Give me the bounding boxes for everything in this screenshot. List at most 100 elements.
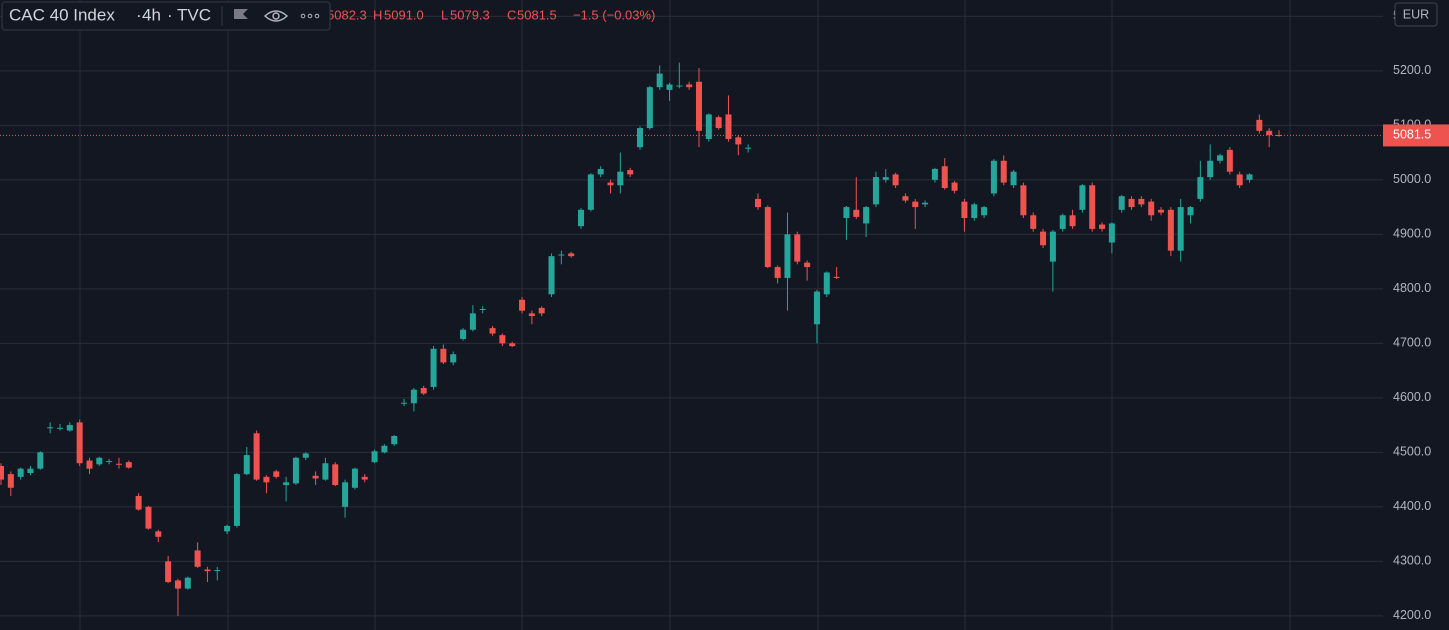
candle-body [528, 313, 535, 317]
dot-icon [300, 13, 306, 19]
candle-body [587, 174, 594, 210]
currency-box[interactable]: EUR [1394, 2, 1438, 27]
candle-body [47, 427, 54, 429]
legend-value: 5079.3 [450, 7, 490, 22]
candle-body [676, 85, 683, 87]
candle-body [981, 207, 988, 216]
candle-body [804, 262, 811, 268]
candle-body [695, 81, 702, 131]
candle-body [686, 84, 693, 88]
candle-body [263, 476, 270, 483]
candle-body [145, 506, 152, 529]
candle-body [764, 207, 771, 268]
candle-body [1226, 149, 1233, 172]
candle-body [578, 209, 585, 227]
y-tick-label: 5000.0 [1393, 172, 1431, 186]
grid [0, 0, 1383, 630]
candle-body [813, 291, 820, 325]
y-tick-label: 4600.0 [1393, 390, 1431, 404]
candle-body [155, 531, 162, 537]
candle-body [637, 128, 643, 148]
candle-body [489, 328, 496, 334]
candle-body [509, 343, 516, 347]
candle-body [1207, 160, 1214, 178]
symbol-title[interactable]: CAC 40 Index [9, 5, 115, 24]
candle-body [892, 174, 899, 186]
y-tick-label: 4500.0 [1393, 445, 1431, 459]
candle-body [1138, 198, 1145, 205]
candle-body [283, 482, 290, 486]
y-tick-label: 4700.0 [1393, 336, 1431, 350]
candle-body [745, 147, 752, 149]
dot: · [136, 5, 142, 24]
candle-body [1256, 119, 1263, 131]
candle-body [1246, 174, 1253, 180]
candle-body [912, 201, 919, 208]
more-icon[interactable] [300, 13, 320, 19]
candle-body [184, 577, 191, 589]
candle-body [214, 570, 221, 572]
ohlc-legend: O 5082.3 H 5091.0 L 5079.3 C 5081.5 −1.5… [316, 7, 655, 22]
candle-body [705, 114, 712, 139]
candle-body [273, 471, 280, 477]
candle-body [823, 272, 830, 295]
candle-body [971, 204, 978, 218]
candle-body [37, 452, 44, 469]
candle-body [224, 525, 231, 532]
candle-body [66, 425, 73, 431]
candle-body [86, 460, 93, 469]
eye-icon[interactable] [263, 10, 289, 22]
candle-body [774, 267, 781, 278]
candle-body [440, 348, 447, 363]
candle-body [833, 276, 840, 278]
candle-body [1148, 201, 1155, 216]
candle-body [381, 445, 388, 453]
candle-body [165, 561, 172, 583]
candle-body [1266, 130, 1273, 136]
candle-body [96, 457, 103, 465]
candle-body [371, 451, 378, 463]
candle-body [460, 329, 467, 339]
flag-icon[interactable] [234, 9, 248, 19]
candle-body [233, 474, 240, 526]
currency-box-bg [1394, 2, 1438, 27]
candle-body [902, 196, 909, 201]
candle-body [597, 168, 604, 175]
y-tick-label: 4200.0 [1393, 608, 1431, 622]
y-tick-label: 4400.0 [1393, 499, 1431, 513]
candle-body [656, 73, 663, 88]
candle-body [17, 468, 24, 477]
candle-body [243, 455, 250, 475]
candle-body [27, 468, 34, 474]
candle-body [469, 313, 476, 330]
change: −1.5 (−0.03%) [573, 7, 655, 22]
candle-body [519, 299, 526, 311]
interval[interactable]: 4h [142, 5, 161, 24]
candle-body [312, 475, 319, 479]
currency: EUR [1403, 7, 1429, 21]
legend-value: 5082.3 [327, 7, 367, 22]
candle-body [931, 168, 938, 180]
candle-body [784, 234, 791, 278]
candle-body [1108, 223, 1115, 243]
legend-key: H [373, 7, 382, 22]
candle-body [56, 427, 63, 429]
candle-body [627, 170, 634, 175]
candle-body [1059, 215, 1066, 229]
source[interactable]: TVC [177, 5, 211, 24]
candle-body [1069, 215, 1076, 227]
last-price-box [1383, 124, 1449, 147]
candle-body [430, 348, 437, 387]
candle-body [1099, 224, 1106, 229]
candle-body [617, 171, 624, 186]
y-tick-label: 4800.0 [1393, 281, 1431, 295]
candle-body [1030, 215, 1037, 229]
candle-body [1167, 209, 1174, 251]
candle-body [538, 307, 545, 314]
candle-body [990, 160, 997, 194]
candle-body [735, 137, 742, 145]
candle-body [863, 207, 870, 224]
candle-body [843, 207, 850, 218]
